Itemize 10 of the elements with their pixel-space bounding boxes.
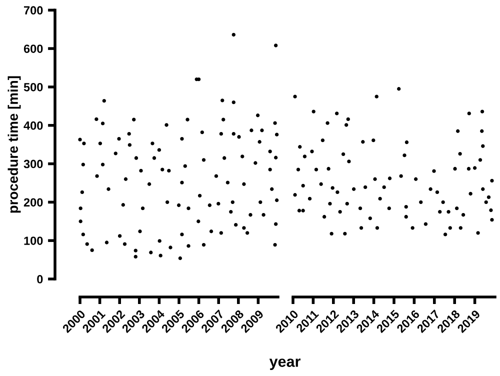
y-tick-label: 300	[24, 160, 43, 168]
y-tick-label: 500	[24, 82, 43, 92]
y-tick-label: 0	[37, 275, 43, 284]
y-tick-label: 600	[24, 44, 43, 53]
y-tick-label: 400	[24, 121, 43, 130]
y-tick-label: 700	[24, 6, 43, 15]
y-tick-label: 200	[24, 198, 43, 207]
x-axis-title: year	[269, 358, 300, 370]
y-tick-label: 100	[24, 236, 43, 245]
y-axis-title: procedure time [min]	[8, 76, 21, 213]
